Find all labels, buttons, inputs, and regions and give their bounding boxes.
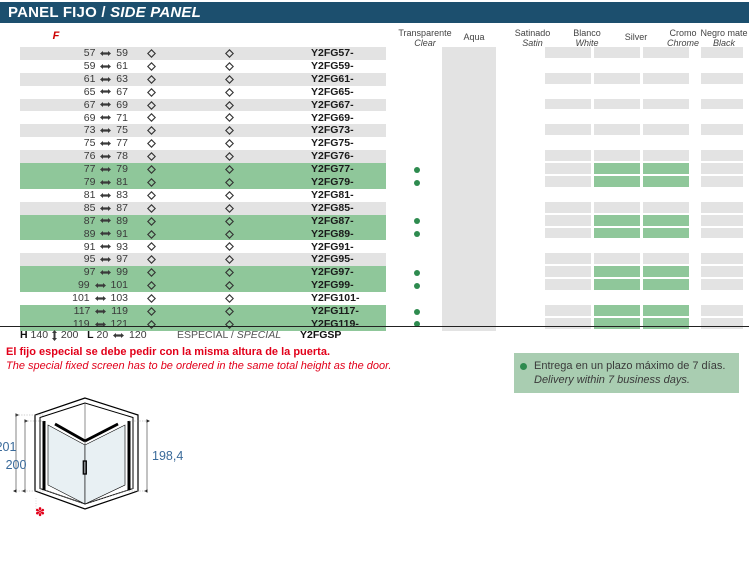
svg-text:201: 201 [0,440,16,454]
svg-text:198,4: 198,4 [152,449,183,463]
svg-text:✽: ✽ [35,505,45,519]
svg-text:200: 200 [6,458,27,472]
